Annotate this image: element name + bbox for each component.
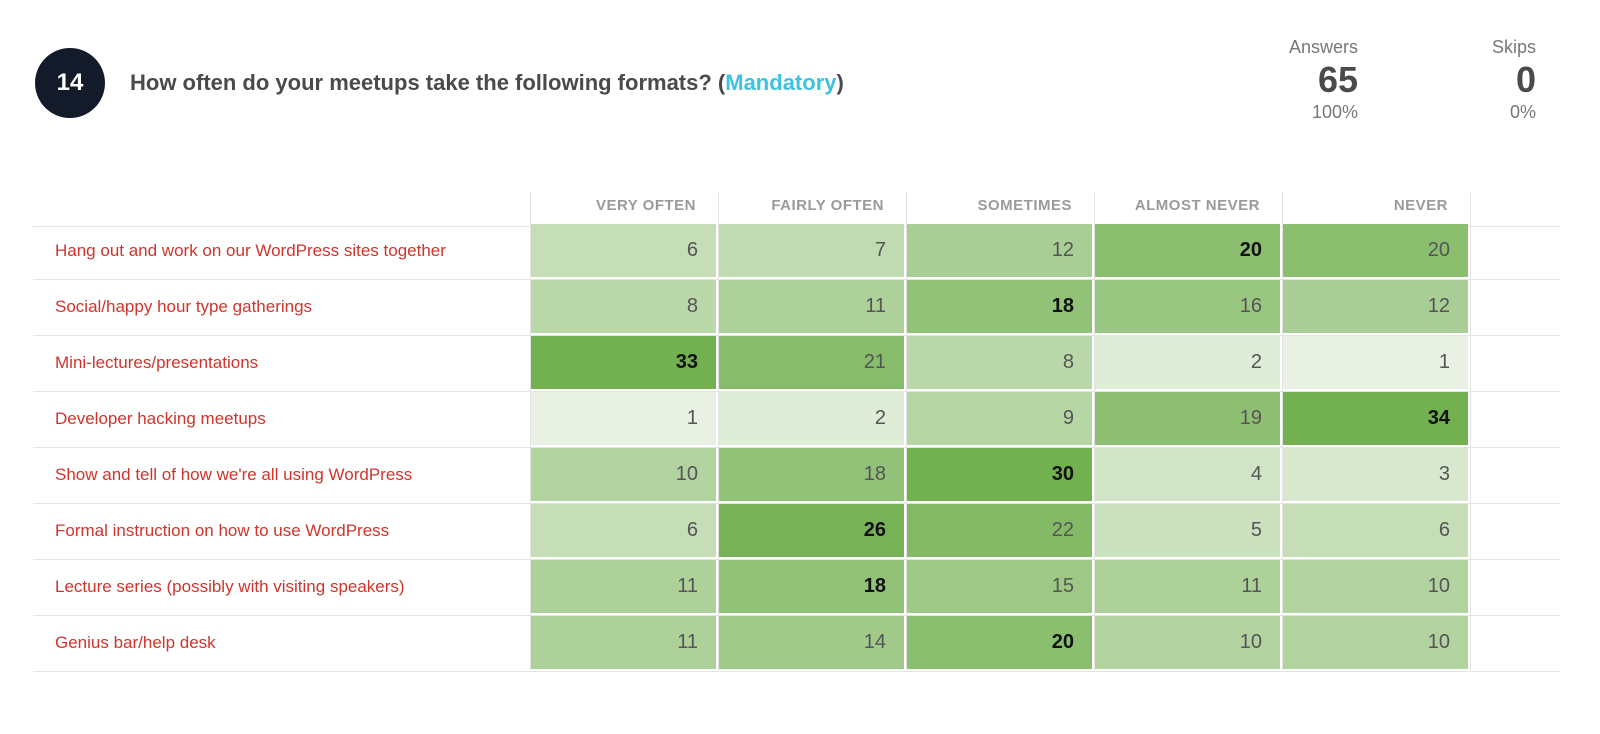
- table-row: Mini-lectures/presentations 33 21 8 2 1: [33, 334, 1560, 392]
- heatmap-cell: 14: [719, 616, 904, 669]
- heatmap-cell: 6: [531, 224, 716, 277]
- column-divider: [906, 192, 907, 670]
- heatmap-cell: 10: [1283, 560, 1468, 613]
- mandatory-label: Mandatory: [725, 70, 837, 95]
- heatmap-cell: 8: [531, 280, 716, 333]
- column-header: VERY OFTEN: [530, 192, 718, 226]
- heatmap-cell: 34: [1283, 392, 1468, 445]
- heatmap-cell: 20: [1283, 224, 1468, 277]
- question-text: How often do your meetups take the follo…: [130, 70, 726, 95]
- table-row: Developer hacking meetups 1 2 9 19 34: [33, 390, 1560, 448]
- row-label: Developer hacking meetups: [55, 409, 266, 428]
- question-title-close: ): [836, 70, 844, 95]
- row-label: Genius bar/help desk: [55, 633, 216, 652]
- row-label: Lecture series (possibly with visiting s…: [55, 577, 405, 596]
- heatmap-cell: 1: [531, 392, 716, 445]
- heatmap-cell: 8: [907, 336, 1092, 389]
- column-divider: [530, 192, 531, 670]
- heatmap-cell: 1: [1283, 336, 1468, 389]
- heatmap-cell: 18: [907, 280, 1092, 333]
- heatmap-cell: 5: [1095, 504, 1280, 557]
- skips-percent: 0%: [1509, 102, 1536, 122]
- heatmap-cell: 33: [531, 336, 716, 389]
- column-divider: [1282, 192, 1283, 670]
- heatmap-cell: 16: [1095, 280, 1280, 333]
- heatmap-cell: 6: [1283, 504, 1468, 557]
- heatmap-cell: 11: [531, 560, 716, 613]
- heatmap-cell: 11: [719, 280, 904, 333]
- row-label: Show and tell of how we're all using Wor…: [55, 465, 413, 484]
- heatmap-cell: 20: [1095, 224, 1280, 277]
- heatmap-cell: 2: [1095, 336, 1280, 389]
- table-row: Social/happy hour type gatherings 8 11 18 16…: [33, 278, 1560, 336]
- skips-count: 0: [1515, 59, 1536, 100]
- column-divider: [718, 192, 719, 670]
- heatmap-cell: 6: [531, 504, 716, 557]
- column-divider: [1094, 192, 1095, 670]
- answers-stat: Answers 65 100%: [1240, 37, 1358, 123]
- heatmap-cell: 12: [1283, 280, 1468, 333]
- heatmap-cell: 3: [1283, 448, 1468, 501]
- row-label: Mini-lectures/presentations: [55, 353, 259, 372]
- column-header: FAIRLY OFTEN: [718, 192, 906, 226]
- answers-percent: 100%: [1311, 102, 1358, 122]
- heatmap-cell: 10: [1095, 616, 1280, 669]
- row-label: Hang out and work on our WordPress sites…: [55, 241, 446, 260]
- column-header: NEVER: [1282, 192, 1470, 226]
- table-row: Show and tell of how we're all using Wor…: [33, 446, 1560, 504]
- answers-count: 65: [1317, 59, 1358, 100]
- heatmap-cell: 2: [719, 392, 904, 445]
- skips-stat: Skips 0 0%: [1440, 37, 1536, 123]
- heatmap-cell: 20: [907, 616, 1092, 669]
- heatmap-cell: 19: [1095, 392, 1280, 445]
- answers-label: Answers: [1288, 37, 1358, 57]
- heatmap-cell: 30: [907, 448, 1092, 501]
- question-number-badge: 14: [35, 48, 105, 118]
- question-title: How often do your meetups take the follo…: [130, 70, 844, 96]
- heatmap-cell: 21: [719, 336, 904, 389]
- row-label: Social/happy hour type gatherings: [55, 297, 313, 316]
- heatmap-cell: 10: [1283, 616, 1468, 669]
- heatmap-cell: 15: [907, 560, 1092, 613]
- table-row: Hang out and work on our WordPress sites…: [33, 222, 1560, 280]
- table-row: Formal instruction on how to use WordPre…: [33, 502, 1560, 560]
- heatmap-cell: 10: [531, 448, 716, 501]
- heatmap-cell: 7: [719, 224, 904, 277]
- column-header: ALMOST NEVER: [1094, 192, 1282, 226]
- table-row: Lecture series (possibly with visiting s…: [33, 558, 1560, 616]
- column-divider: [1470, 192, 1471, 670]
- heatmap-cell: 12: [907, 224, 1092, 277]
- heatmap-cell: 18: [719, 560, 904, 613]
- column-header: SOMETIMES: [906, 192, 1094, 226]
- heatmap-cell: 11: [1095, 560, 1280, 613]
- table-row: Genius bar/help desk 11 14 20 10 10: [33, 614, 1560, 672]
- heatmap-cell: 18: [719, 448, 904, 501]
- heatmap-cell: 26: [719, 504, 904, 557]
- heatmap-cell: 11: [531, 616, 716, 669]
- heatmap-cell: 4: [1095, 448, 1280, 501]
- skips-label: Skips: [1491, 37, 1536, 57]
- heatmap-cell: 22: [907, 504, 1092, 557]
- heatmap-cell: 9: [907, 392, 1092, 445]
- row-label: Formal instruction on how to use WordPre…: [55, 521, 390, 540]
